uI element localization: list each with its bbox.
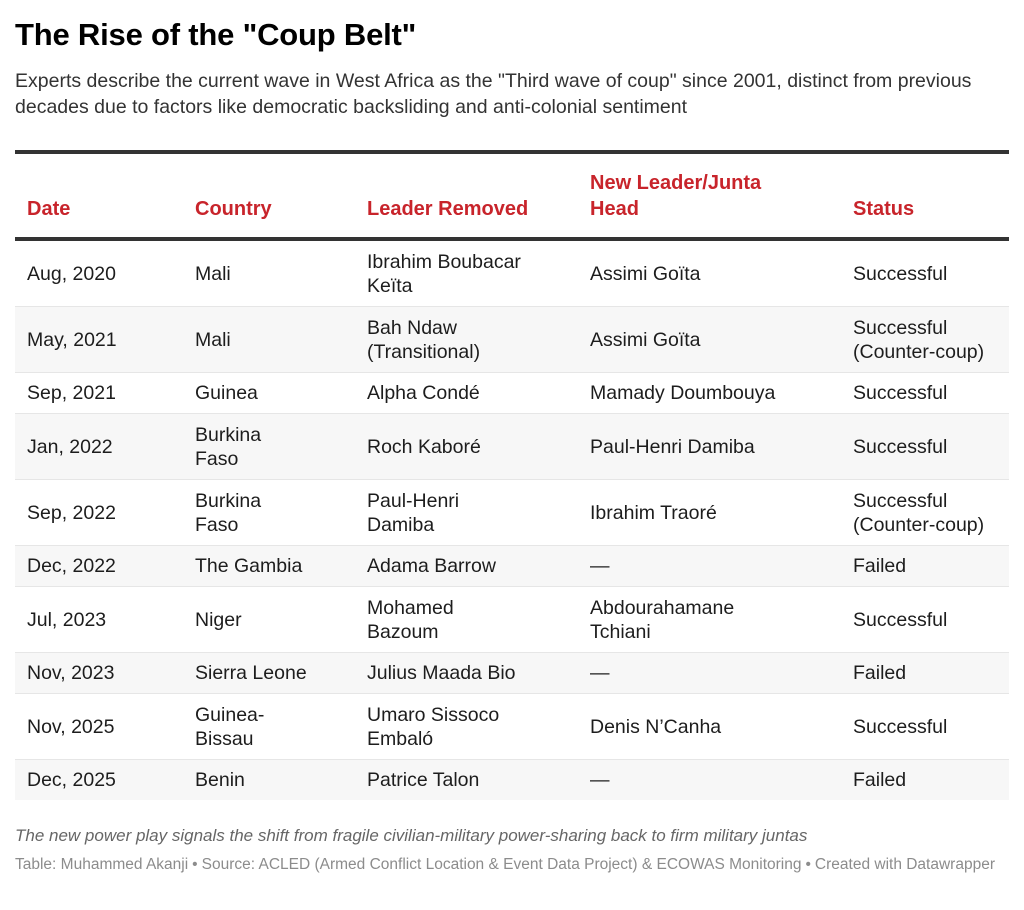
cell-new-leader: — (578, 652, 841, 694)
cell-date: Sep, 2022 (15, 479, 183, 546)
column-header-leader-removed[interactable]: Leader Removed (355, 152, 578, 241)
cell-new-leader: Assimi Goïta (578, 306, 841, 373)
cell-date: May, 2021 (15, 306, 183, 373)
cell-country: Mali (183, 239, 355, 307)
cell-new-leader: Abdourahamane Tchiani (578, 586, 841, 653)
cell-country: Guinea-Bissau (183, 693, 355, 760)
cell-country: The Gambia (183, 545, 355, 587)
cell-status: Successful (841, 372, 1009, 414)
cell-country: Guinea (183, 372, 355, 414)
table-row: Jan, 2022 Burkina Faso Roch Kaboré Paul-… (15, 413, 1009, 480)
cell-country: Burkina Faso (183, 479, 355, 546)
cell-new-leader: Assimi Goïta (578, 239, 841, 307)
cell-new-leader: — (578, 759, 841, 800)
cell-status: Failed (841, 545, 1009, 587)
cell-new-leader: Paul-Henri Damiba (578, 413, 841, 480)
table-header: Date Country Leader Removed New Leader/J… (15, 152, 1009, 241)
page-title: The Rise of the "Coup Belt" (15, 17, 417, 52)
column-header-new-leader[interactable]: New Leader/Junta Head (578, 152, 841, 241)
cell-leader-removed: Patrice Talon (355, 759, 578, 800)
cell-new-leader: Mamady Doumbouya (578, 372, 841, 414)
cell-leader-removed: Umaro Sissoco Embaló (355, 693, 578, 760)
cell-date: Jan, 2022 (15, 413, 183, 480)
cell-status: Failed (841, 759, 1009, 800)
cell-status: Successful (841, 413, 1009, 480)
separator-dot: • (192, 856, 198, 873)
table-row: Nov, 2023 Sierra Leone Julius Maada Bio … (15, 652, 1009, 694)
page-description: Experts describe the current wave in Wes… (15, 70, 972, 118)
cell-date: Sep, 2021 (15, 372, 183, 414)
datawrapper-credit-link[interactable]: Created with Datawrapper (814, 856, 995, 873)
source-text[interactable]: Source: ACLED (Armed Conflict Location &… (201, 856, 802, 873)
table-row: Jul, 2023 Niger Mohamed Bazoum Abdouraha… (15, 586, 1009, 653)
cell-country: Benin (183, 759, 355, 800)
cell-leader-removed: Julius Maada Bio (355, 652, 578, 694)
cell-country: Burkina Faso (183, 413, 355, 480)
table-row: Aug, 2020 Mali Ibrahim Boubacar Keïta As… (15, 239, 1009, 307)
cell-leader-removed: Adama Barrow (355, 545, 578, 587)
cell-status: Successful (Counter-coup) (841, 479, 1009, 546)
cell-country: Mali (183, 306, 355, 373)
cell-country: Niger (183, 586, 355, 653)
byline: Table: Muhammed Akanji (15, 856, 189, 873)
cell-leader-removed: Bah Ndaw (Transitional) (355, 306, 578, 373)
cell-new-leader: Ibrahim Traoré (578, 479, 841, 546)
cell-date: Aug, 2020 (15, 239, 183, 307)
cell-leader-removed: Alpha Condé (355, 372, 578, 414)
cell-status: Successful (Counter-coup) (841, 306, 1009, 373)
table-row: Sep, 2021 Guinea Alpha Condé Mamady Doum… (15, 372, 1009, 414)
cell-country: Sierra Leone (183, 652, 355, 694)
cell-leader-removed: Roch Kaboré (355, 413, 578, 480)
cell-status: Successful (841, 586, 1009, 653)
coup-table: Date Country Leader Removed New Leader/J… (15, 150, 1009, 800)
table-row: Sep, 2022 Burkina Faso Paul-Henri Damiba… (15, 479, 1009, 546)
cell-leader-removed: Mohamed Bazoum (355, 586, 578, 653)
cell-new-leader: — (578, 545, 841, 587)
cell-date: Dec, 2022 (15, 545, 183, 587)
cell-leader-removed: Paul-Henri Damiba (355, 479, 578, 546)
column-header-status[interactable]: Status (841, 152, 1009, 241)
cell-date: Jul, 2023 (15, 586, 183, 653)
table-row: May, 2021 Mali Bah Ndaw (Transitional) A… (15, 306, 1009, 373)
column-header-date[interactable]: Date (15, 152, 183, 241)
cell-status: Failed (841, 652, 1009, 694)
column-header-country[interactable]: Country (183, 152, 355, 241)
cell-leader-removed: Ibrahim Boubacar Keïta (355, 239, 578, 307)
cell-status: Successful (841, 693, 1009, 760)
separator-dot: • (805, 856, 811, 873)
cell-new-leader: Denis N’Canha (578, 693, 841, 760)
cell-status: Successful (841, 239, 1009, 307)
header-row: Date Country Leader Removed New Leader/J… (15, 152, 1009, 241)
cell-date: Dec, 2025 (15, 759, 183, 800)
source-line: Table: Muhammed Akanji • Source: ACLED (Ar… (15, 855, 1005, 875)
table-row: Nov, 2025 Guinea-Bissau Umaro Sissoco Em… (15, 693, 1009, 760)
cell-date: Nov, 2023 (15, 652, 183, 694)
table-row: Dec, 2022 The Gambia Adama Barrow — Fail… (15, 545, 1009, 587)
table-notes: The new power play signals the shift fro… (15, 826, 808, 845)
table-row: Dec, 2025 Benin Patrice Talon — Failed (15, 759, 1009, 800)
table-body: Aug, 2020 Mali Ibrahim Boubacar Keïta As… (15, 239, 1009, 800)
cell-date: Nov, 2025 (15, 693, 183, 760)
